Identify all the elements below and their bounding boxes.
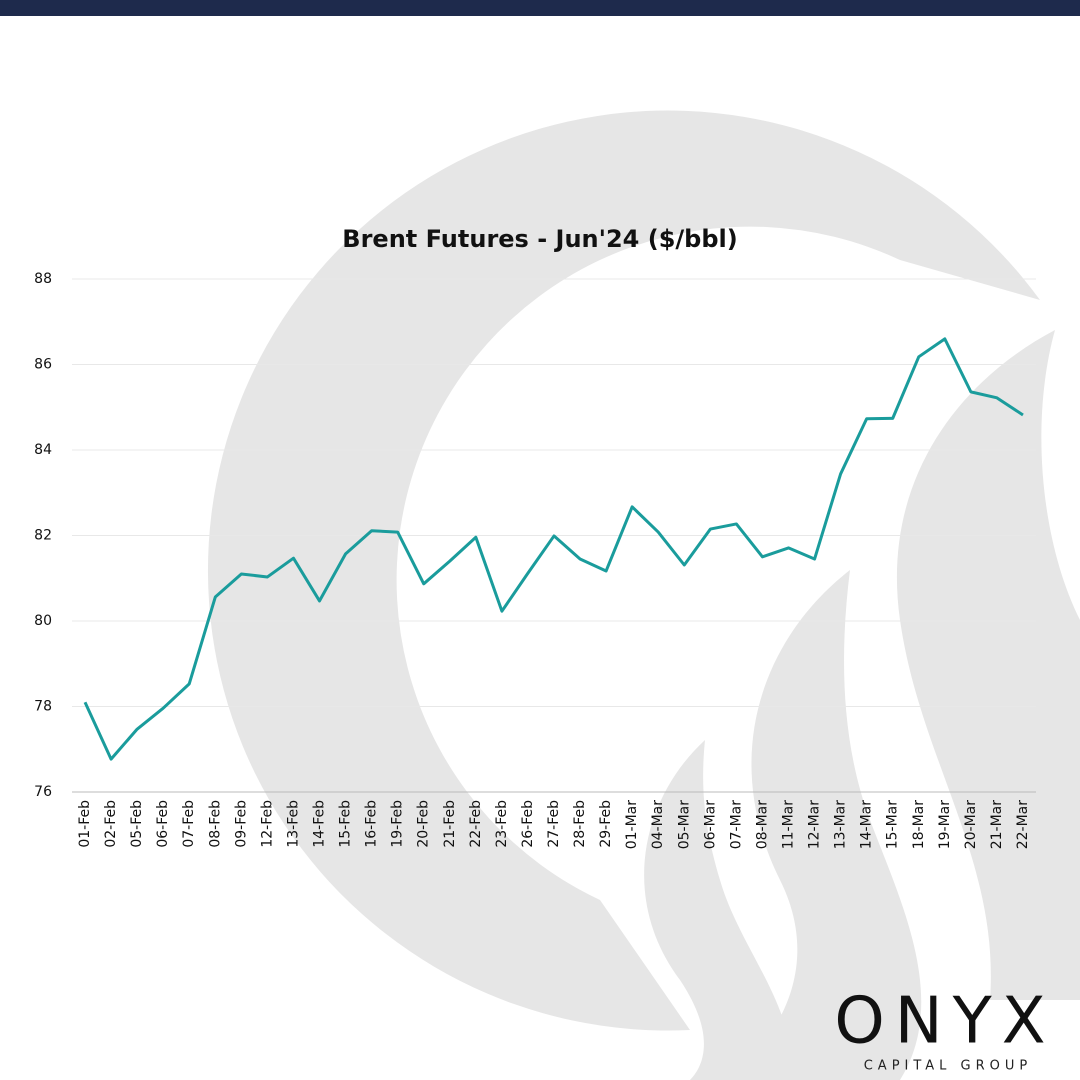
x-tick-label: 06-Mar — [702, 800, 718, 850]
x-tick-label: 18-Mar — [911, 800, 927, 850]
x-tick-label: 07-Feb — [181, 800, 197, 848]
y-tick-label: 80 — [34, 613, 52, 629]
watermark-ring — [207, 110, 1040, 1031]
chart-title: Brent Futures - Jun'24 ($/bbl) — [342, 225, 737, 253]
x-tick-label: 28-Feb — [572, 800, 588, 848]
x-tick-label: 19-Mar — [937, 800, 953, 850]
x-tick-label: 09-Feb — [233, 800, 249, 848]
x-tick-label: 14-Feb — [312, 800, 328, 848]
x-tick-label: 11-Mar — [780, 800, 796, 850]
x-tick-label: 22-Feb — [468, 800, 484, 848]
x-tick-label: 13-Feb — [285, 800, 301, 848]
watermark-flame — [896, 330, 1080, 1000]
y-tick-label: 86 — [34, 357, 52, 373]
x-tick-label: 05-Feb — [129, 800, 145, 848]
x-tick-label: 01-Mar — [624, 800, 640, 850]
x-tick-label: 04-Mar — [650, 800, 666, 850]
watermark-flame — [644, 740, 792, 1080]
x-tick-label: 08-Feb — [207, 800, 223, 848]
logo-name: ONYX — [834, 985, 1055, 1059]
y-tick-label: 88 — [34, 271, 52, 287]
x-tick-label: 27-Feb — [546, 800, 562, 848]
y-tick-label: 76 — [34, 784, 52, 800]
x-tick-label: 12-Feb — [259, 800, 275, 848]
x-tick-label: 26-Feb — [520, 800, 536, 848]
y-tick-label: 84 — [34, 442, 52, 458]
x-tick-label: 21-Mar — [989, 800, 1005, 850]
x-tick-label: 06-Feb — [155, 800, 171, 848]
watermark-flame — [720, 570, 922, 1080]
y-tick-label: 82 — [34, 528, 52, 544]
x-tick-label: 15-Feb — [338, 800, 354, 848]
x-tick-label: 22-Mar — [1015, 800, 1031, 850]
y-tick-label: 78 — [34, 699, 52, 715]
x-tick-label: 19-Feb — [390, 800, 406, 848]
x-tick-label: 15-Mar — [885, 800, 901, 850]
x-tick-label: 21-Feb — [442, 800, 458, 848]
top-bar — [0, 0, 1080, 16]
logo-tagline: CAPITAL GROUP — [864, 1059, 1033, 1074]
x-tick-label: 20-Mar — [963, 800, 979, 850]
x-tick-label: 16-Feb — [364, 800, 380, 848]
x-tick-label: 23-Feb — [494, 800, 510, 848]
x-tick-label: 08-Mar — [754, 800, 770, 850]
x-tick-label: 01-Feb — [77, 800, 93, 848]
x-tick-label: 29-Feb — [598, 800, 614, 848]
x-tick-label: 05-Mar — [676, 800, 692, 850]
x-tick-label: 14-Mar — [859, 800, 875, 850]
x-tick-label: 12-Mar — [807, 800, 823, 850]
x-tick-label: 13-Mar — [833, 800, 849, 850]
watermark — [207, 110, 1080, 1080]
x-tick-label: 02-Feb — [103, 800, 119, 848]
line-series — [83, 337, 1024, 761]
x-tick-label: 20-Feb — [416, 800, 432, 848]
x-tick-label: 07-Mar — [728, 800, 744, 850]
